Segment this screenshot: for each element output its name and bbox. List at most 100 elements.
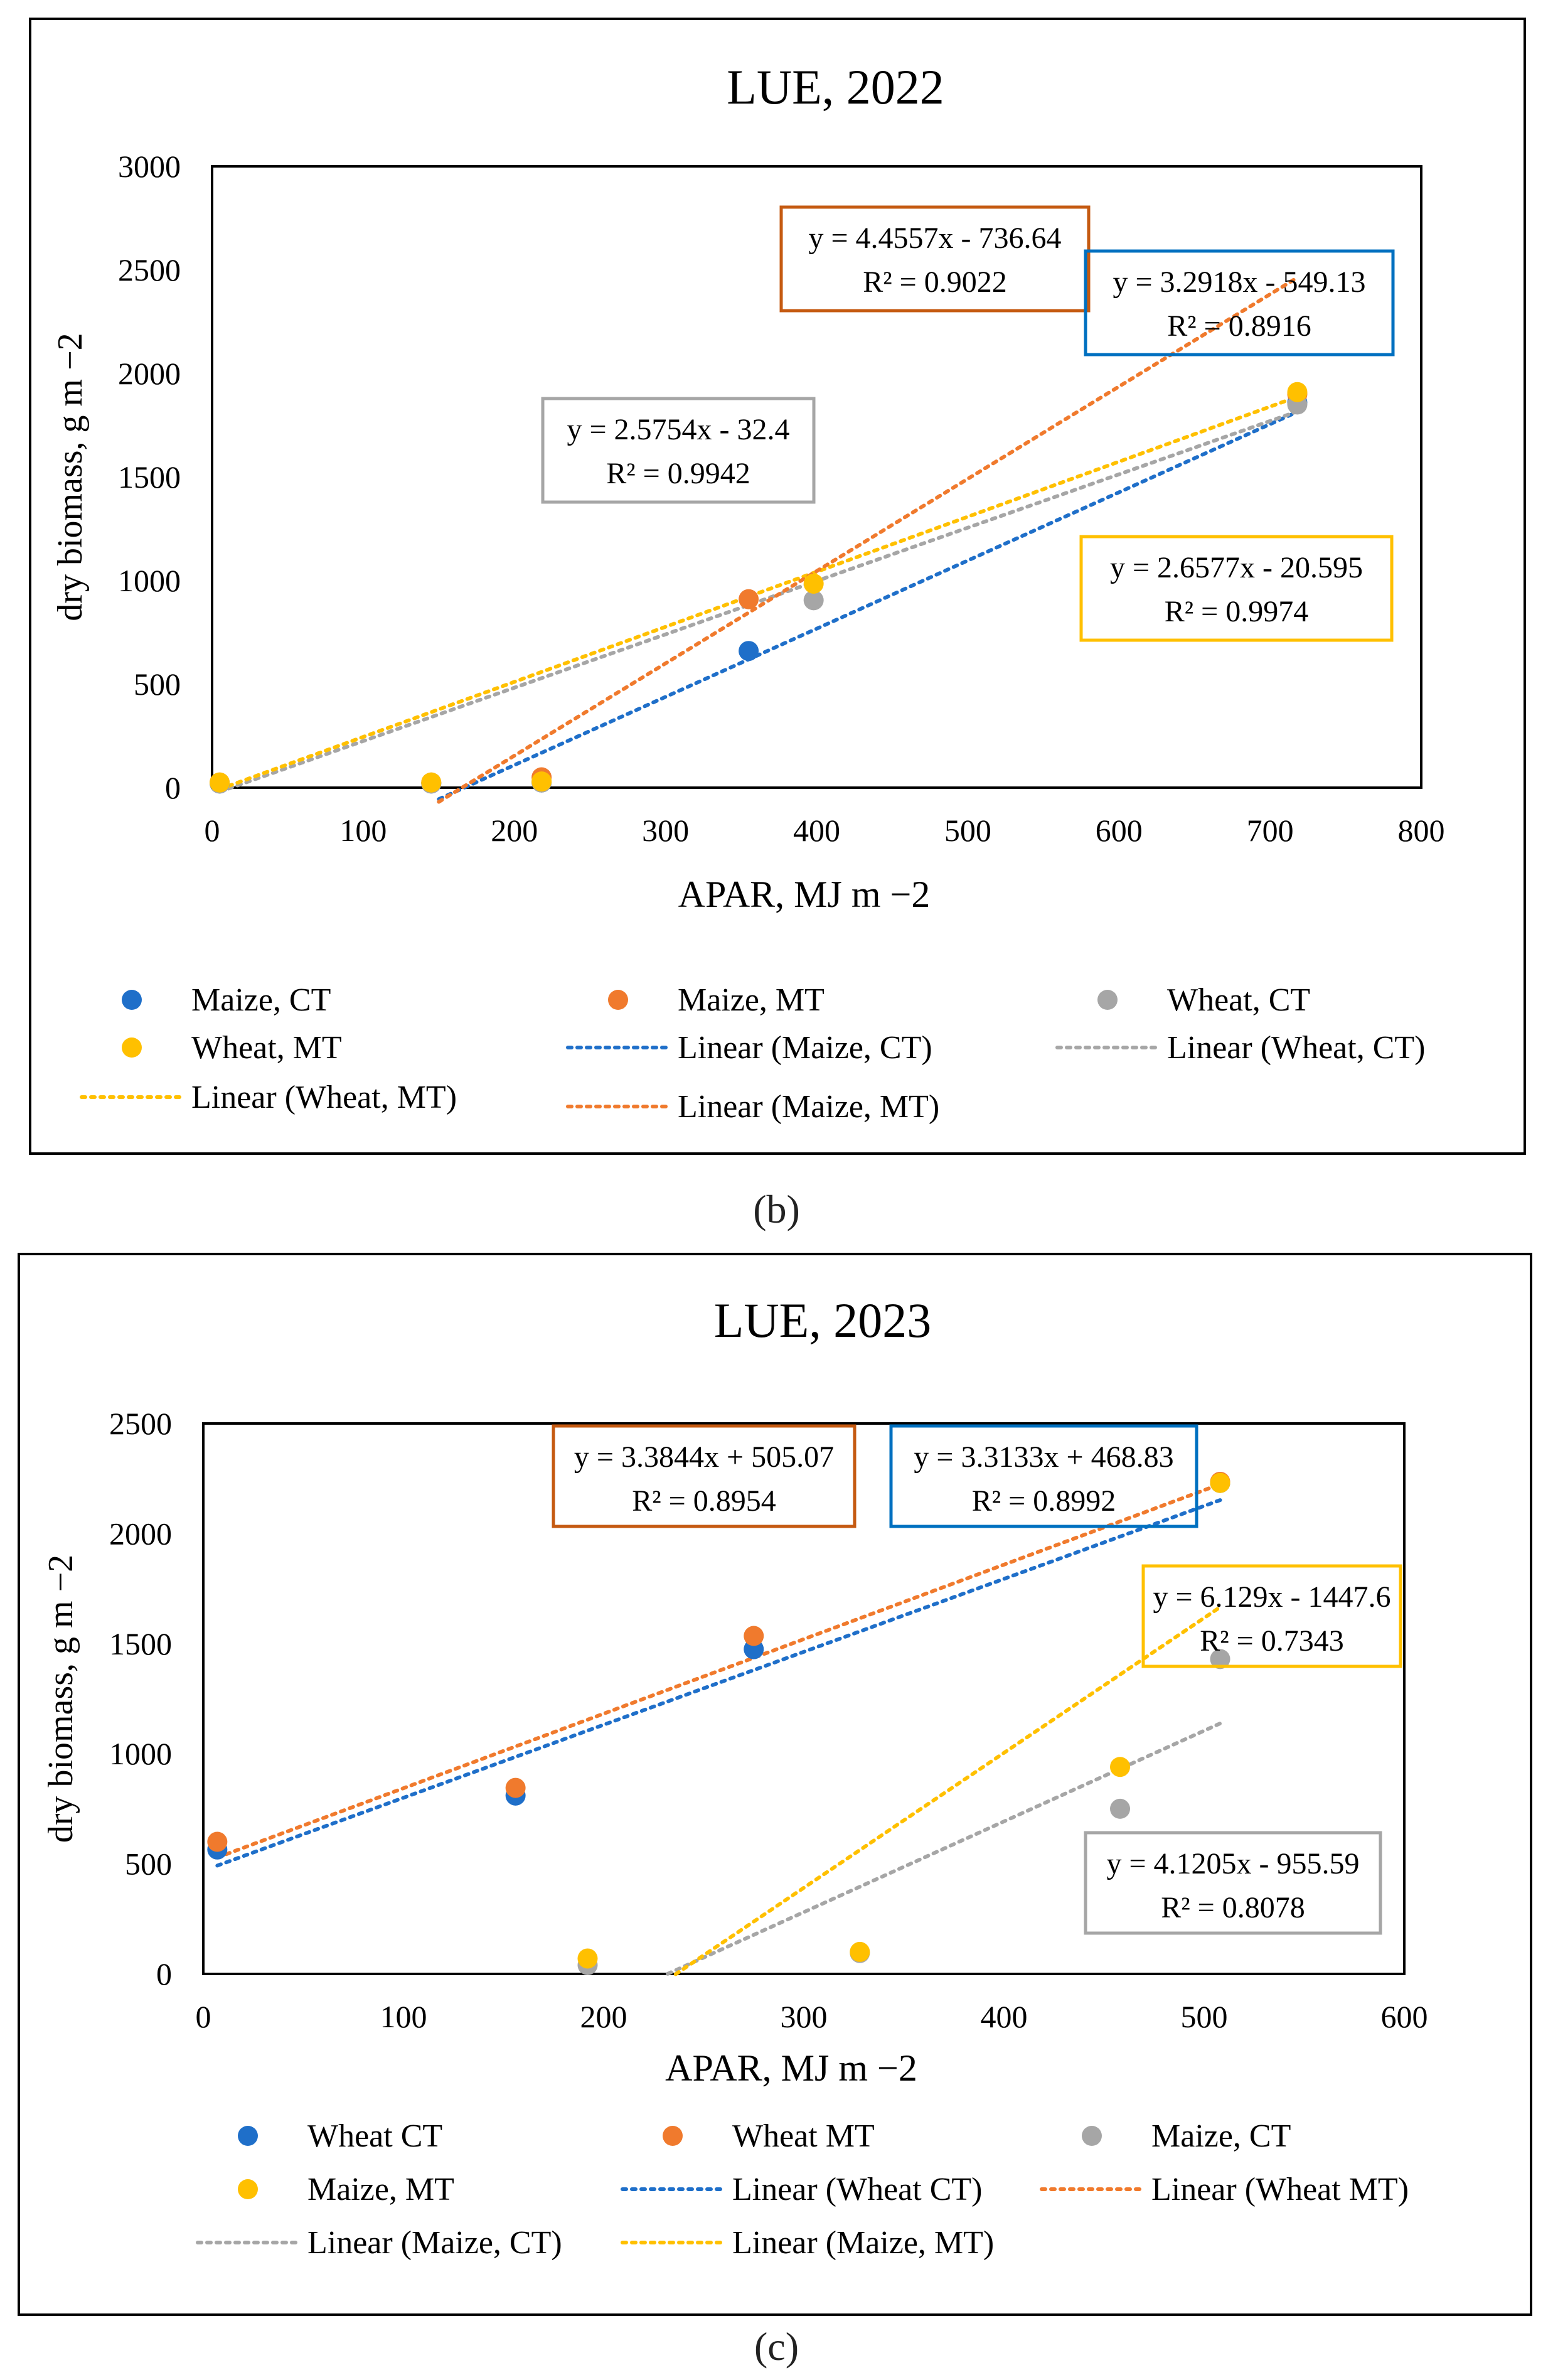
chart-b-legend-marker — [608, 990, 628, 1010]
chart-c-legend-label: Wheat CT — [307, 2118, 442, 2154]
chart-c-annotation-equation: y = 6.129x - 1447.6 — [1153, 1580, 1390, 1614]
chart-b-legend-label: Linear (Wheat, MT) — [191, 1080, 457, 1115]
chart-c-legend-item: Maize, MT — [238, 2172, 454, 2207]
chart-b-annotation-r2: R² = 0.8916 — [1167, 309, 1311, 343]
chart-c-point — [1110, 1757, 1131, 1777]
chart-c-annotation-box — [552, 1424, 857, 1528]
chart-c-annotation-2: y = 6.129x - 1447.6 R² = 0.7343 — [1141, 1564, 1402, 1668]
chart-b-xtick-label: 0 — [205, 813, 220, 848]
chart-b-xtick-label: 300 — [642, 813, 689, 848]
chart-b-annotation-equation: y = 3.2918x - 549.13 — [1113, 265, 1365, 299]
chart-c-ylabel: dry biomass, g m −2 — [41, 1555, 80, 1843]
chart-b-legend-item: Maize, CT — [122, 982, 331, 1018]
chart-b-legend-item: Linear (Maize, MT) — [566, 1089, 939, 1125]
chart-b-ytick-label: 1000 — [118, 563, 181, 598]
chart-b-frame — [29, 18, 1526, 1155]
chart-c-legend-label: Linear (Wheat CT) — [732, 2172, 982, 2207]
chart-c-plot-area — [202, 1422, 1406, 1975]
chart-b-annotation-box — [1079, 535, 1394, 642]
chart-c-trendlines — [215, 1482, 1222, 1976]
chart-c-legend-item: Wheat MT — [663, 2118, 875, 2154]
chart-c-legend-item: Linear (Wheat CT) — [621, 2172, 982, 2207]
chart-c-legend-item: Maize, CT — [1082, 2118, 1291, 2154]
chart-b-legend-label: Wheat, MT — [191, 1030, 342, 1066]
chart-b-annotation-0: y = 4.4557x - 736.64 R² = 0.9022 — [779, 205, 1091, 313]
chart-b-ytick-label: 2000 — [118, 356, 181, 391]
chart-c-legend-item: Linear (Wheat MT) — [1040, 2172, 1409, 2207]
chart-b-legend-item: Linear (Wheat, CT) — [1055, 1030, 1425, 1066]
chart-b-point — [421, 772, 442, 793]
chart-b-legend-item: Wheat, CT — [1097, 982, 1310, 1018]
chart-b-legend-label: Maize, CT — [191, 982, 331, 1018]
chart-b-xtick-label: 800 — [1398, 813, 1445, 848]
chart-c-annotation-r2: R² = 0.8992 — [972, 1484, 1116, 1518]
chart-b-point — [531, 771, 552, 792]
chart-b-ylabel: dry biomass, g m −2 — [51, 333, 90, 621]
chart-c-series-1 — [207, 1471, 1230, 1852]
chart-b-trendline-2 — [218, 395, 1300, 791]
chart-c-annotation-r2: R² = 0.8954 — [632, 1484, 776, 1518]
chart-b-point — [1287, 382, 1308, 402]
chart-c-legend-label: Maize, MT — [307, 2172, 454, 2207]
chart-c-legend-marker — [1082, 2126, 1102, 2146]
chart-c-legend-marker — [238, 2179, 258, 2199]
chart-b-ytick-label: 1500 — [118, 459, 181, 495]
chart-c-annotation-r2: R² = 0.8078 — [1161, 1891, 1305, 1924]
chart-c: LUE, 2023 0 500 1000 1500 2000 2500 0 100 200 300 4… — [41, 1293, 1428, 2261]
chart-b-xlabel: APAR, MJ m −2 — [678, 874, 931, 915]
chart-c-legend: Wheat CT Wheat MT Maize, CT Maize, MT Linear… — [196, 2118, 1409, 2261]
chart-b-point — [803, 590, 824, 611]
chart-c-ytick-label: 1500 — [109, 1626, 172, 1661]
chart-c-xtick-label: 0 — [196, 1999, 211, 2034]
chart-b-xtick-label: 400 — [793, 813, 840, 848]
chart-c-xtick-label: 500 — [1181, 1999, 1228, 2034]
chart-b-annotation-box — [1084, 249, 1395, 356]
chart-c-xtick-label: 600 — [1381, 1999, 1428, 2034]
chart-c-xlabel: APAR, MJ m −2 — [665, 2047, 917, 2089]
chart-b-annotation-equation: y = 2.6577x - 20.595 — [1110, 551, 1363, 584]
chart-b: LUE, 2022 0 500 1000 1500 2000 2500 3000 0 100 200… — [51, 60, 1445, 1125]
chart-c-xtick-label: 200 — [580, 1999, 627, 2034]
chart-c-annotation-0: y = 3.3844x + 505.07 R² = 0.8954 — [552, 1424, 857, 1528]
chart-b-annotation-equation: y = 2.5754x - 32.4 — [567, 413, 789, 446]
chart-c-legend-label: Linear (Maize, CT) — [307, 2225, 562, 2261]
chart-b-legend: Maize, CT Maize, MT Wheat, CT Wheat, MT Line… — [80, 982, 1425, 1125]
chart-c-legend-item: Linear (Maize, CT) — [196, 2225, 562, 2261]
chart-c-annotation-box — [1084, 1831, 1382, 1935]
chart-c-ytick-label: 2500 — [109, 1406, 172, 1441]
chart-b-xtick-label: 600 — [1096, 813, 1143, 848]
chart-b-legend-label: Wheat, CT — [1167, 982, 1310, 1018]
chart-c-annotation-equation: y = 3.3844x + 505.07 — [574, 1440, 834, 1474]
chart-b-annotation-box — [779, 205, 1091, 313]
chart-b-title: LUE, 2022 — [727, 60, 944, 114]
chart-b-xtick-label: 200 — [491, 813, 538, 848]
chart-c-annotation-r2: R² = 0.7343 — [1200, 1624, 1343, 1658]
chart-c-legend-label: Linear (Wheat MT) — [1151, 2172, 1409, 2207]
chart-c-annotation-equation: y = 3.3133x + 468.83 — [914, 1440, 1173, 1474]
chart-c-trendline-0 — [215, 1498, 1222, 1868]
chart-c-legend-item: Linear (Maize, MT) — [621, 2225, 994, 2261]
chart-b-annotation-r2: R² = 0.9022 — [863, 265, 1006, 299]
chart-b-legend-item: Linear (Maize, CT) — [566, 1030, 932, 1066]
chart-b-xtick-label: 500 — [944, 813, 991, 848]
chart-c-point — [207, 1831, 228, 1852]
chart-b-legend-marker — [122, 1037, 142, 1058]
chart-b-legend-marker — [122, 990, 142, 1010]
chart-b-point — [803, 573, 824, 594]
caption-c: (c) — [0, 2324, 1553, 2370]
chart-b-legend-marker — [1097, 990, 1118, 1010]
chart-c-point — [744, 1626, 764, 1646]
chart-c-legend-label: Linear (Maize, MT) — [732, 2225, 994, 2261]
chart-b-legend-item: Maize, MT — [608, 982, 825, 1018]
chart-c-annotation-box — [1141, 1564, 1402, 1668]
chart-b-trendline-3 — [437, 276, 1300, 804]
chart-c-xtick-label: 400 — [981, 1999, 1028, 2034]
caption-b-text: (b) — [753, 1187, 800, 1231]
chart-c-annotation-3: y = 4.1205x - 955.59 R² = 0.8078 — [1084, 1831, 1382, 1935]
chart-c-legend-label: Wheat MT — [732, 2118, 875, 2154]
chart-b-trendline-0 — [437, 410, 1300, 801]
chart-c-point — [577, 1948, 598, 1969]
chart-c-trendline-3 — [673, 1605, 1222, 1976]
chart-c-ytick-label: 0 — [156, 1956, 172, 1991]
